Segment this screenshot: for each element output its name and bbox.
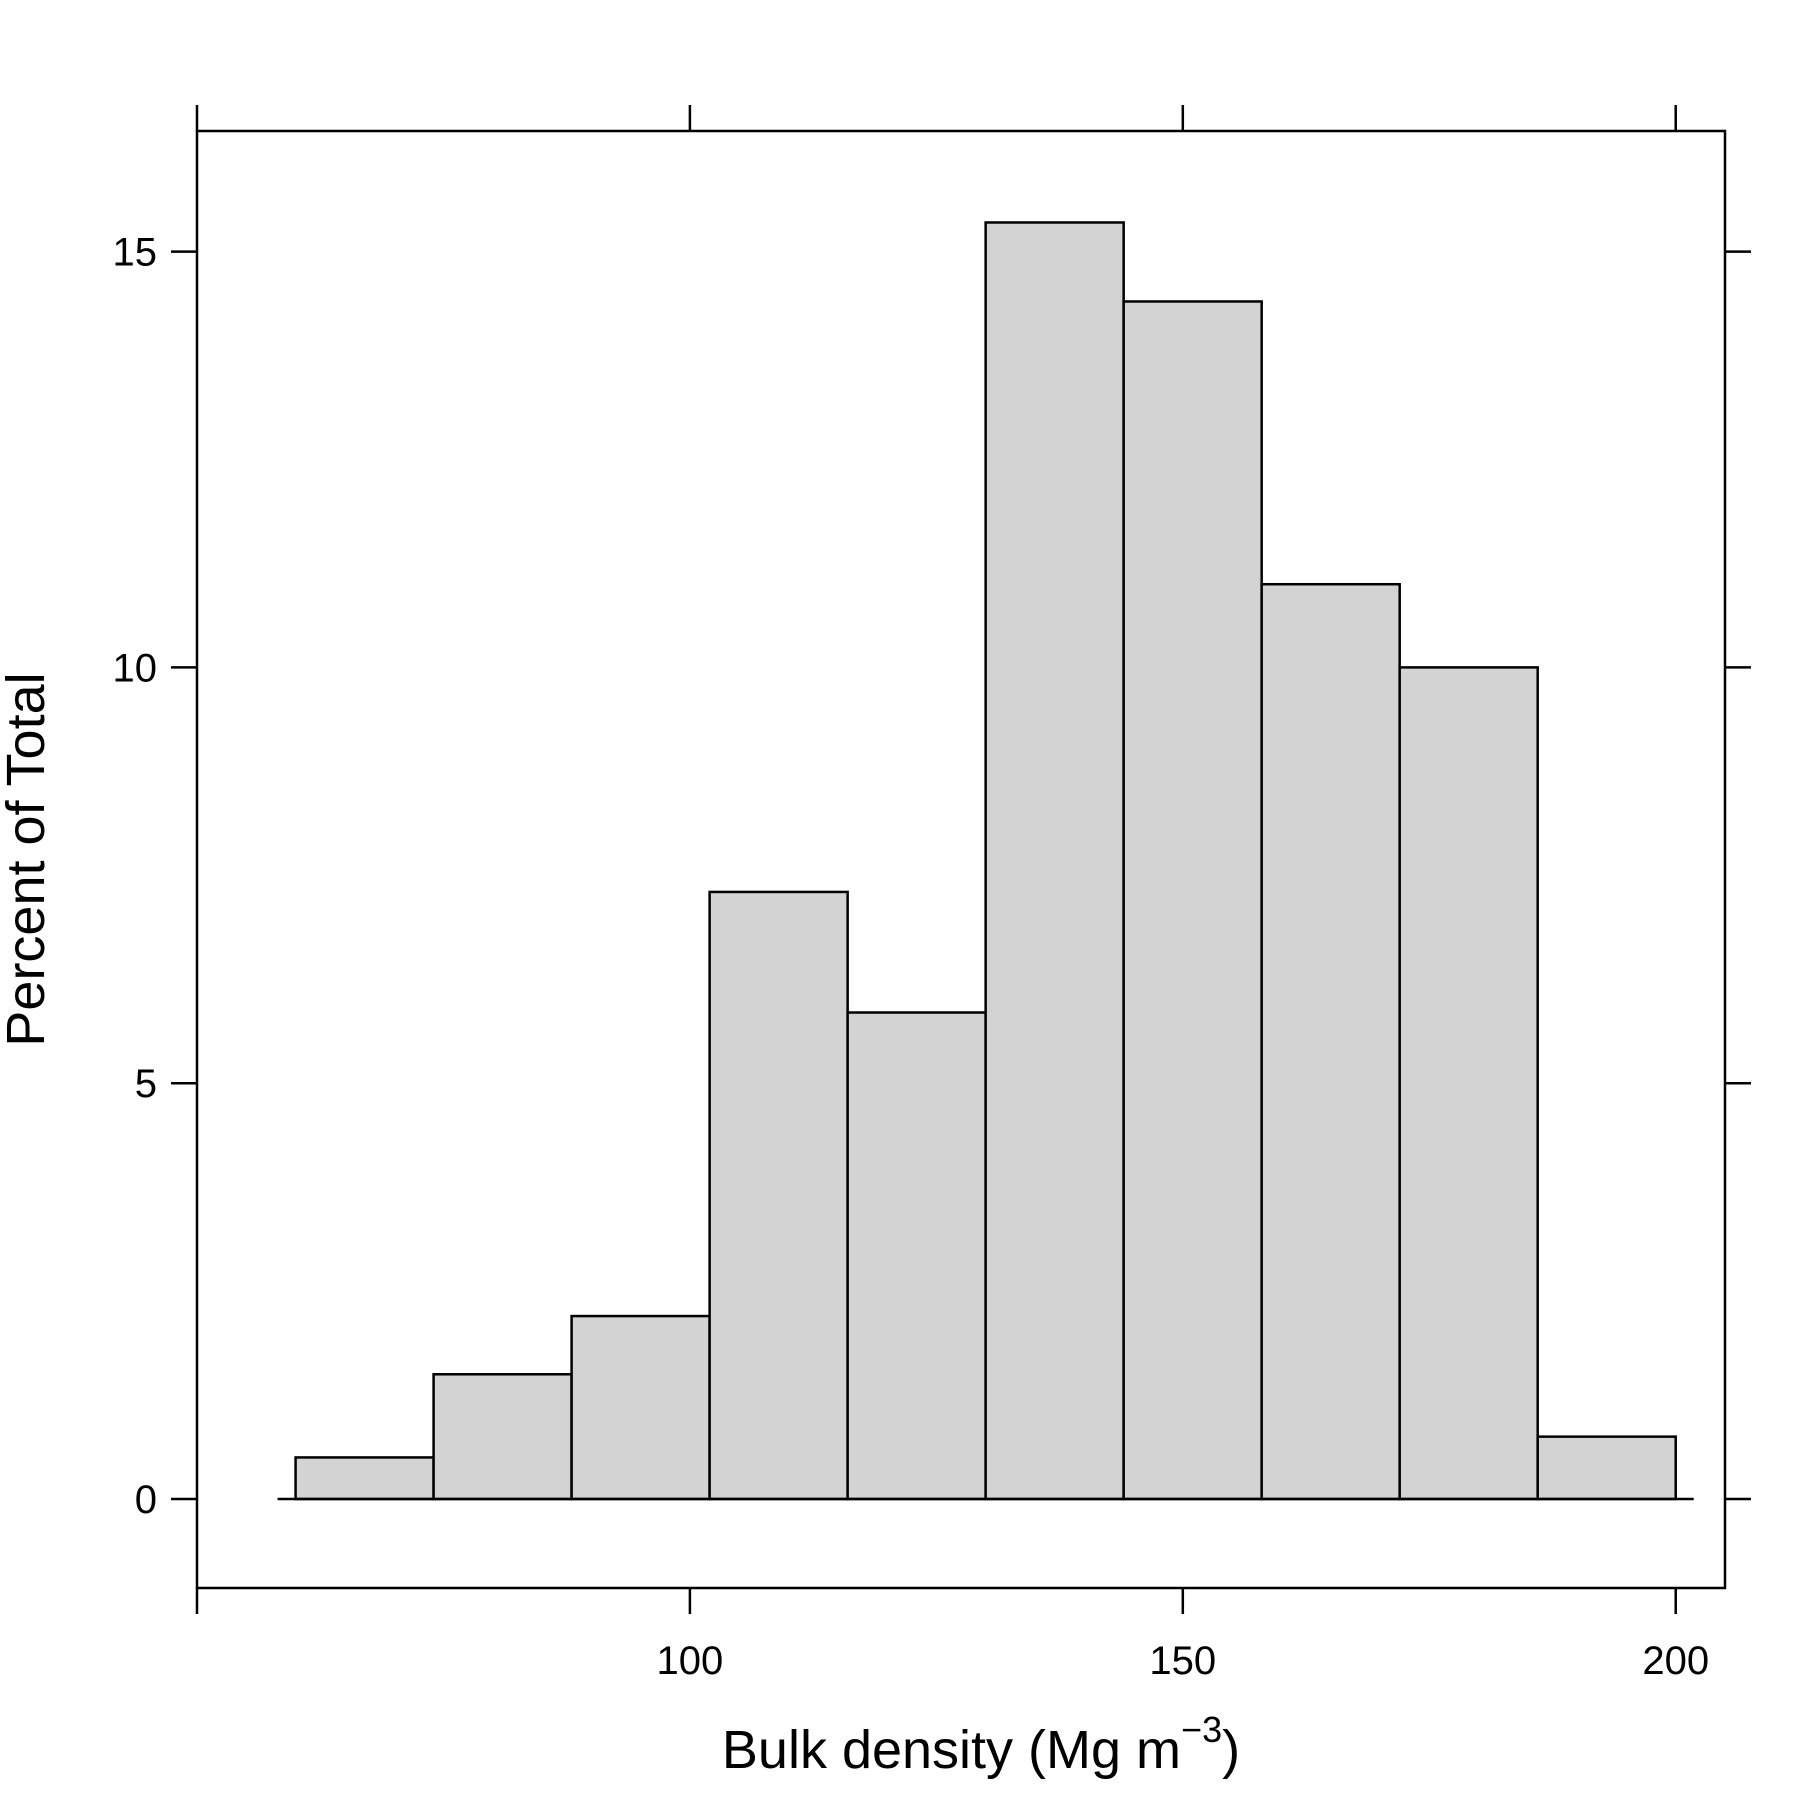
y-axis-ticks <box>171 250 1751 1501</box>
histogram-bar <box>1536 1435 1677 1501</box>
x-axis-title-main: Bulk density (Mg m <box>722 1720 1181 1780</box>
histogram-bar <box>984 221 1125 1501</box>
bars-group <box>294 221 1677 1501</box>
x-tick-label: 100 <box>657 1639 724 1683</box>
plot-panel-border <box>195 129 1727 1590</box>
histogram-bar <box>570 1314 711 1501</box>
histogram-bar <box>294 1456 435 1501</box>
histogram-bar <box>432 1373 573 1501</box>
histogram-bar <box>1122 300 1263 1501</box>
histogram-bar <box>1260 582 1401 1501</box>
histogram-bar <box>708 890 849 1501</box>
y-tick-label: 10 <box>113 646 158 690</box>
x-axis-ticks <box>195 105 1677 1614</box>
histogram-bar <box>846 1011 987 1501</box>
x-axis-title-suffix: ) <box>1222 1720 1240 1780</box>
y-tick-label: 5 <box>135 1062 157 1106</box>
x-axis-title-superscript: −3 <box>1181 1709 1222 1750</box>
y-axis-title: Percent of Total <box>0 672 56 1046</box>
x-tick-label: 150 <box>1149 1639 1216 1683</box>
x-tick-labels: 100 150 200 <box>657 1639 1710 1683</box>
x-axis-title: Bulk density (Mg m−3) <box>722 1709 1240 1780</box>
x-tick-label: 200 <box>1642 1639 1709 1683</box>
y-tick-labels: 0 5 10 15 <box>113 231 158 1522</box>
y-tick-label: 0 <box>135 1478 157 1522</box>
y-tick-label: 15 <box>113 231 158 275</box>
histogram-bar <box>1398 666 1539 1501</box>
